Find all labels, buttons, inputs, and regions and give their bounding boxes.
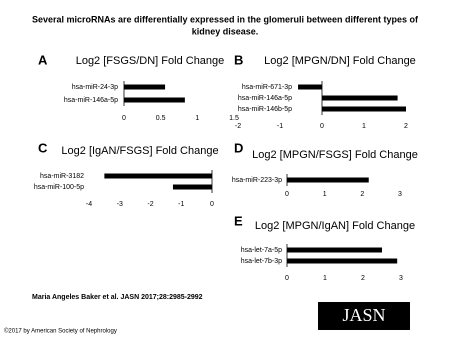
y-tick-label: hsa-let-7b-3p [241, 258, 282, 265]
x-tick-label: 1 [323, 191, 327, 198]
y-tick-label: hsa-miR-223-3p [232, 177, 282, 184]
chart-title: Log2 [FSGS/DN] Fold Change [76, 55, 225, 67]
citation: Maria Angeles Baker et al. JASN 2017;28:… [32, 294, 203, 301]
chart-title: Log2 [MPGN/IgAN] Fold Change [255, 220, 415, 232]
x-tick-label: 0 [210, 201, 214, 208]
x-tick-label: 2 [404, 123, 408, 130]
x-tick-label: -1 [178, 201, 184, 208]
logo-box [318, 302, 410, 330]
x-tick-label: -2 [235, 123, 241, 130]
chart-title: Log2 [MPGN/DN] Fold Change [264, 55, 416, 67]
x-tick-label: 0 [320, 123, 324, 130]
x-tick-label: 2 [361, 275, 365, 282]
bar [322, 106, 406, 112]
x-tick-label: -1 [277, 123, 283, 130]
x-tick-label: 1 [195, 115, 199, 122]
y-tick-label: hsa-miR-146a-5p [238, 95, 292, 102]
bar [124, 84, 166, 90]
x-tick-label: 0.5 [156, 115, 166, 122]
panel-letter: B [234, 52, 243, 67]
x-tick-label: 1.5 [229, 115, 239, 122]
panel-letter: E [234, 213, 243, 228]
logo: JASN [342, 305, 385, 325]
bar [298, 84, 322, 90]
panel-letter: C [38, 140, 48, 155]
x-tick-label: 0 [285, 275, 289, 282]
copyright: ©2017 by American Society of Nephrology [4, 328, 117, 335]
y-tick-label: hsa-miR-100-5p [34, 184, 84, 191]
bar [322, 95, 398, 101]
x-tick-label: 3 [398, 191, 402, 198]
x-tick-label: 1 [323, 275, 327, 282]
chart-title: Log2 [MPGN/FSGS] Fold Change [252, 149, 418, 161]
bar [104, 173, 212, 179]
y-tick-label: hsa-miR-24-3p [72, 84, 118, 91]
x-tick-label: -2 [147, 201, 153, 208]
x-tick-label: -4 [86, 201, 92, 208]
x-tick-label: 0 [285, 191, 289, 198]
bar [287, 177, 369, 183]
slide-title: Several microRNAs are differentially exp… [32, 14, 419, 24]
bar [124, 97, 185, 103]
x-tick-label: 2 [360, 191, 364, 198]
chart-title: Log2 [IgAN/FSGS] Fold Change [61, 145, 218, 157]
y-tick-label: hsa-miR-3182 [40, 173, 84, 180]
x-tick-label: 3 [399, 275, 403, 282]
x-tick-label: 1 [362, 123, 366, 130]
x-tick-label: 0 [122, 115, 126, 122]
x-tick-label: -3 [117, 201, 123, 208]
y-tick-label: hsa-miR-146a-5p [64, 97, 118, 104]
bar [287, 258, 398, 264]
y-tick-label: hsa-miR-671-3p [242, 84, 292, 91]
bar [287, 247, 382, 253]
panel-letter: D [234, 140, 243, 155]
y-tick-label: hsa-miR-146b-5p [238, 106, 292, 113]
panel-letter: A [38, 52, 48, 67]
slide-title: kidney disease. [192, 26, 259, 36]
bar [172, 184, 212, 190]
y-tick-label: hsa-let-7a-5p [241, 247, 282, 254]
